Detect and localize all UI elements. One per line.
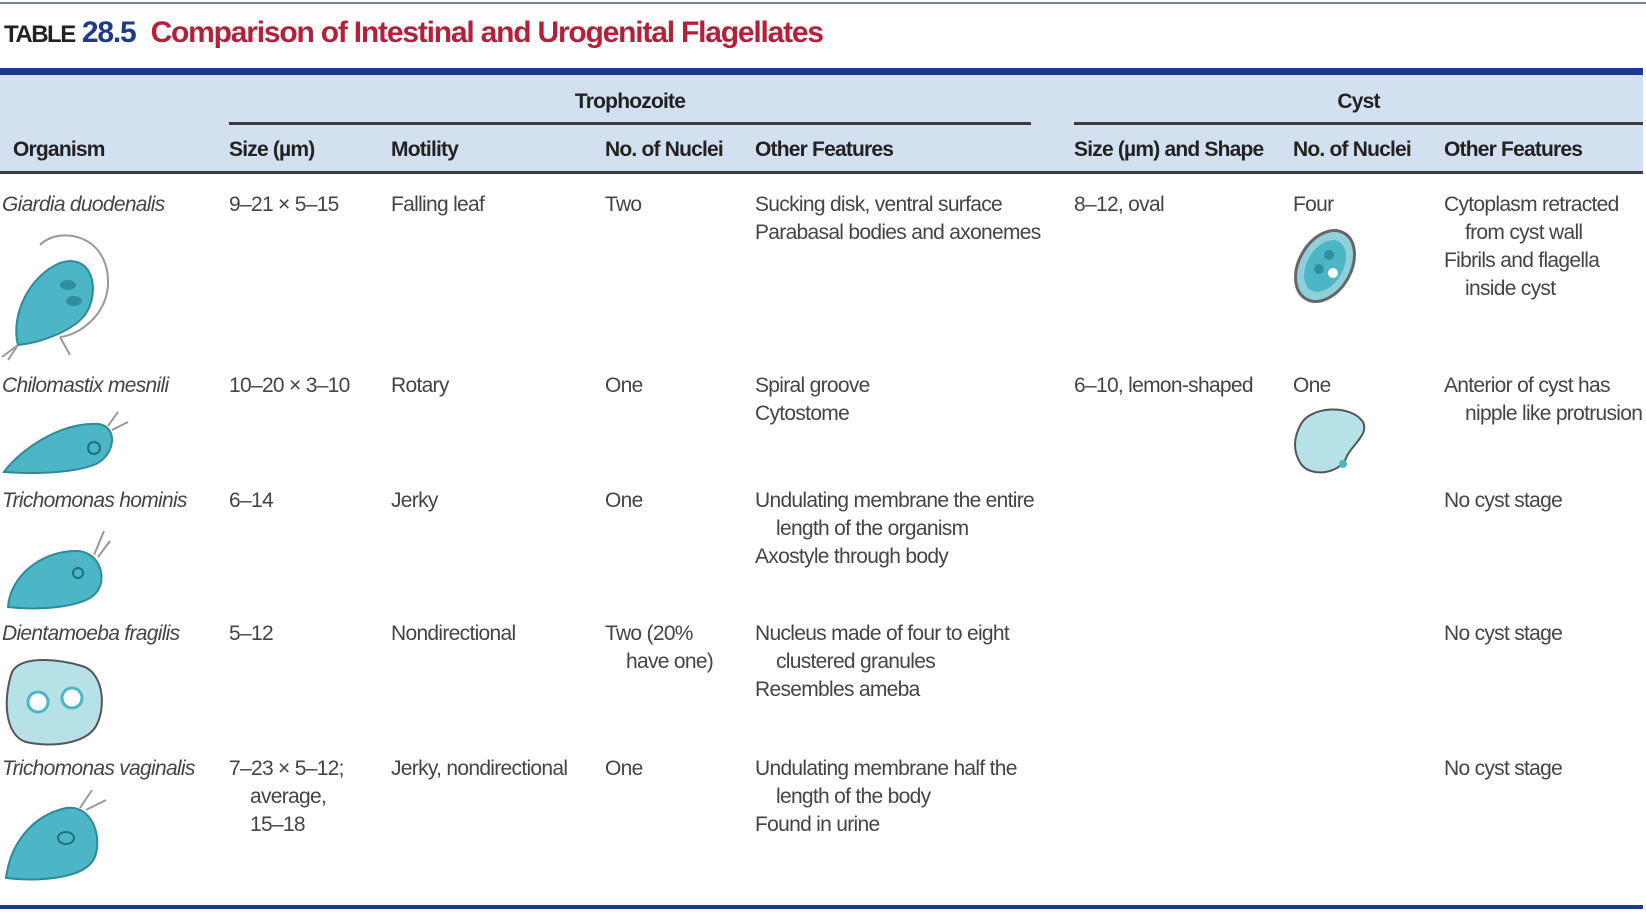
table-title-text: Comparison of Intestinal and Urogenital … <box>150 16 824 49</box>
motility-cell: Jerky, nondirectional <box>391 755 568 783</box>
other-features-cell: Undulating membrane the entire length of… <box>755 487 1035 571</box>
cell-item: Nucleus made of four to eight clustered … <box>755 622 1010 673</box>
motility-cell: Nondirectional <box>391 620 516 648</box>
trophozoite-underline <box>229 122 1031 125</box>
chilomastix-trophozoite-illustration <box>2 411 129 475</box>
table-bottom-rule <box>0 905 1643 909</box>
cell-item: Found in urine <box>755 813 880 836</box>
table-number: 28.5 <box>81 16 137 49</box>
cyst-other-features-cell: No cyst stage <box>1444 487 1563 515</box>
cell-item: Four <box>1293 193 1334 216</box>
cell-item: No cyst stage <box>1444 622 1563 645</box>
size-cell: 10–20 × 3–10 <box>229 372 350 400</box>
cell-item: No cyst stage <box>1444 757 1563 780</box>
cyst-underline <box>1074 122 1643 125</box>
organism-cell: Giardia duodenalis <box>2 193 165 216</box>
cell-item: Jerky, nondirectional <box>391 757 568 780</box>
cyst-nuclei-cell: One <box>1293 372 1331 400</box>
cell-item: Cytoplasm retracted from cyst wall <box>1444 193 1619 244</box>
size-cell: 9–21 × 5–15 <box>229 191 339 219</box>
cell-item: Resembles ameba <box>755 678 920 701</box>
giardia-cyst-illustration <box>1294 229 1356 303</box>
nuclei-cell: One <box>605 487 643 515</box>
header-bottom-rule <box>0 171 1643 174</box>
cell-item: Two <box>605 193 642 216</box>
cell-item: 6–10, lemon-shaped <box>1074 374 1254 397</box>
giardia-trophozoite-illustration <box>1 234 110 361</box>
cell-item: Parabasal bodies and axonemes <box>755 221 1041 244</box>
nuclei-cell: Two (20% have one) <box>605 620 714 676</box>
col-header-motility: Motility <box>391 138 459 161</box>
cell-item: 5–12 <box>229 622 274 645</box>
cell-item: One <box>605 489 643 512</box>
group-header-trophozoite: Trophozoite <box>574 90 686 113</box>
cell-item: Sucking disk, ventral surface <box>755 193 1003 216</box>
size-cell: 5–12 <box>229 620 274 648</box>
cell-item: One <box>605 757 643 780</box>
cell-item: Rotary <box>391 374 449 397</box>
cyst-size-cell: 8–12, oval <box>1074 191 1165 219</box>
cell-item: Jerky <box>391 489 438 512</box>
col-header-cyst-other-features: Other Features <box>1444 138 1583 161</box>
top-rule <box>0 2 1646 4</box>
cell-item: 8–12, oval <box>1074 193 1165 216</box>
organism-cell: Trichomonas hominis <box>2 489 187 512</box>
chilomastix-cyst-illustration <box>1294 408 1366 474</box>
other-features-cell: Undulating membrane half the length of t… <box>755 755 1017 839</box>
col-header-cyst-nuclei: No. of Nuclei <box>1293 138 1412 161</box>
cyst-other-features-cell: No cyst stage <box>1444 620 1563 648</box>
nuclei-cell: One <box>605 755 643 783</box>
cell-item: Nondirectional <box>391 622 516 645</box>
cell-item: Cytostome <box>755 402 850 425</box>
nuclei-cell: One <box>605 372 643 400</box>
organism-cell: Trichomonas vaginalis <box>2 757 195 780</box>
cyst-nuclei-cell: Four <box>1293 191 1334 219</box>
table-title: TABLE 28.5 Comparison of Intestinal and … <box>4 16 824 50</box>
cell-item: Undulating membrane the entire length of… <box>755 489 1035 540</box>
cell-item: 7–23 × 5–12; average, 15–18 <box>229 757 345 836</box>
other-features-cell: Sucking disk, ventral surface Parabasal b… <box>755 191 1041 247</box>
organism-cell: Dientamoeba fragilis <box>2 622 180 645</box>
cell-item: Fibrils and flagella inside cyst <box>1444 249 1600 300</box>
organism-cell: Chilomastix mesnili <box>2 374 169 397</box>
cell-item: 6–14 <box>229 489 274 512</box>
cyst-other-features-cell: Anterior of cyst has nipple like protrus… <box>1444 372 1643 428</box>
cell-item: One <box>605 374 643 397</box>
table-label: TABLE <box>4 21 76 48</box>
other-features-cell: Spiral groove Cytostome <box>755 372 870 428</box>
cell-item: One <box>1293 374 1331 397</box>
cyst-other-features-cell: No cyst stage <box>1444 755 1563 783</box>
col-header-nuclei: No. of Nuclei <box>605 138 724 161</box>
nuclei-cell: Two <box>605 191 642 219</box>
trichomonas-vaginalis-illustration <box>4 789 107 881</box>
dientamoeba-fragilis-illustration <box>5 659 103 746</box>
motility-cell: Rotary <box>391 372 449 400</box>
size-cell: 6–14 <box>229 487 274 515</box>
cell-item: 9–21 × 5–15 <box>229 193 339 216</box>
cell-item: 10–20 × 3–10 <box>229 374 350 397</box>
cell-item: No cyst stage <box>1444 489 1563 512</box>
cell-item: Two (20% have one) <box>605 622 714 673</box>
col-header-organism: Organism <box>13 138 105 161</box>
other-features-cell: Nucleus made of four to eight clustered … <box>755 620 1010 704</box>
cell-item: Falling leaf <box>391 193 485 216</box>
motility-cell: Falling leaf <box>391 191 485 219</box>
cell-item: Anterior of cyst has nipple like protrus… <box>1444 374 1643 425</box>
col-header-other-features: Other Features <box>755 138 894 161</box>
col-header-size: Size (µm) <box>229 138 315 161</box>
cell-item: Spiral groove <box>755 374 870 397</box>
cyst-other-features-cell: Cytoplasm retracted from cyst wall Fibril… <box>1444 191 1619 303</box>
col-header-cyst-size-shape: Size (µm) and Shape <box>1074 138 1264 161</box>
header-top-rule <box>0 68 1643 75</box>
size-cell: 7–23 × 5–12; average, 15–18 <box>229 755 345 839</box>
trichomonas-hominis-illustration <box>6 530 111 610</box>
cell-item: Undulating membrane half the length of t… <box>755 757 1017 808</box>
motility-cell: Jerky <box>391 487 438 515</box>
group-header-cyst: Cyst <box>1337 90 1380 113</box>
cell-item: Axostyle through body <box>755 545 949 568</box>
cyst-size-cell: 6–10, lemon-shaped <box>1074 372 1254 400</box>
